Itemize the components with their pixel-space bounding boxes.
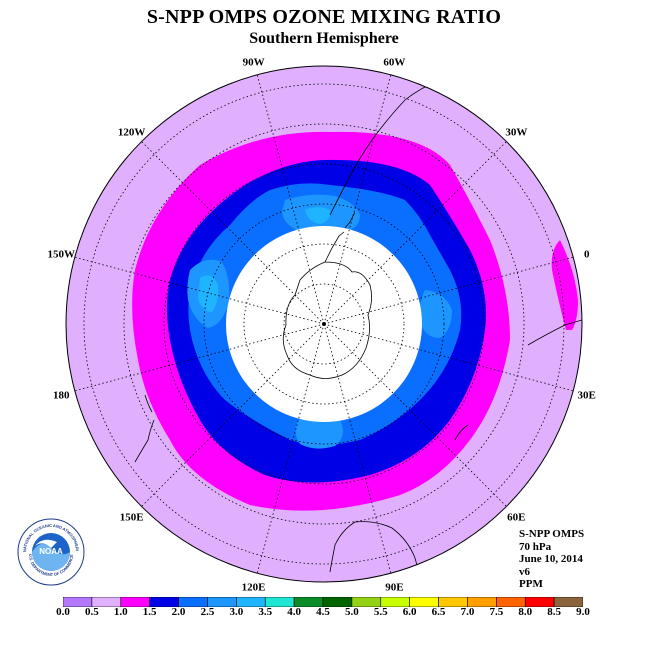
colorbar-tick-label: 8.0 <box>518 606 533 618</box>
latitude-circle <box>243 243 405 405</box>
meridian-line <box>323 323 574 392</box>
longitude-label: 60W <box>383 56 405 68</box>
meridian-line <box>256 74 325 325</box>
info-date: June 10, 2014 <box>519 553 583 565</box>
meridian-line <box>74 323 325 392</box>
colorbar-tick-label: 4.5 <box>316 606 330 618</box>
meridian-line <box>74 256 325 325</box>
band-3.0-3.5-west <box>198 275 219 312</box>
south-pole-marker <box>322 322 326 326</box>
africa-coastline <box>527 319 582 346</box>
colorbar-tick-label: 9.0 <box>576 606 590 618</box>
globe-outline <box>65 65 583 583</box>
longitude-label: 180 <box>53 389 70 401</box>
colorbar-tick-label: 0.5 <box>85 606 99 618</box>
info-instrument: S-NPP OMPS <box>519 528 585 540</box>
colorbar-tick-label: 4.0 <box>287 606 301 618</box>
band-2.5-3.0-east <box>419 290 452 338</box>
meridian-line <box>323 74 392 325</box>
colorbar-tick-label: 3.5 <box>258 606 273 618</box>
chart-title: S-NPP OMPS OZONE MIXING RATIO <box>146 6 502 28</box>
longitude-label: 30W <box>505 127 527 139</box>
longitude-label: 90W <box>243 56 265 68</box>
colorbar-tick-label: 7.5 <box>489 606 504 618</box>
kerguelen-coastline <box>454 424 469 441</box>
colorbar-tick-label: 6.5 <box>431 606 446 618</box>
meridian-line <box>323 323 392 574</box>
latitude-circle <box>203 203 445 445</box>
longitude-label: 120W <box>118 127 146 139</box>
chart-subtitle: Southern Hemisphere <box>249 30 399 47</box>
longitude-labels: 90W 60W 30W 0 30E 60E 90E 120E 150E 180 150W 120W <box>48 56 596 593</box>
info-units: PPM <box>519 578 543 590</box>
logo-bird-icon <box>35 539 57 548</box>
info-level: 70 hPa <box>519 540 552 553</box>
colorbar-tick-label: 5.5 <box>373 606 388 618</box>
longitude-label: 150E <box>120 511 144 523</box>
antarctica-coastline <box>282 231 372 379</box>
colorbar-tick-label: 0.0 <box>56 606 70 618</box>
band-2.5-3.0-south <box>295 416 344 449</box>
longitude-label: 0 <box>584 249 590 261</box>
colorbar-tick-label: 1.0 <box>113 606 128 618</box>
longitude-label: 90E <box>385 582 403 594</box>
meridian-line <box>323 141 507 325</box>
australia-coastline <box>329 521 419 582</box>
meridian-line <box>141 323 325 507</box>
logo-wave <box>32 543 70 571</box>
meridian-line <box>141 141 325 325</box>
meridian-line <box>323 323 507 507</box>
logo-noaa-text: NOAA <box>39 547 63 556</box>
colorbar-swatches <box>63 597 583 607</box>
longitude-label: 60E <box>507 511 525 523</box>
meridian-line <box>323 256 574 325</box>
graticule <box>74 74 574 574</box>
longitude-label: 150W <box>48 249 76 261</box>
colorbar-tick-label: 7.0 <box>460 606 475 618</box>
colorbar <box>63 597 583 607</box>
colorbar-tick-label: 2.5 <box>200 606 215 618</box>
colorbar-tick-label: 2.0 <box>171 606 186 618</box>
latitude-circle <box>123 123 525 525</box>
map-content <box>66 66 582 582</box>
latitude-circle <box>283 283 365 365</box>
info-version: v6 <box>519 565 530 578</box>
south-america-coastline <box>329 79 441 229</box>
noaa-logo: NATIONAL OCEANIC AND ATMOSPHERIC ADMINIS… <box>17 518 85 586</box>
longitude-label: 30E <box>578 389 596 401</box>
meridian-line <box>256 323 325 574</box>
new-zealand-coastline <box>134 394 155 463</box>
info-panel: S-NPP OMPS 70 hPa June 10, 2014 v6 PPM <box>519 528 584 591</box>
longitude-label: 120E <box>242 582 266 594</box>
latitude-circle <box>83 83 565 565</box>
colorbar-swatch <box>553 597 583 607</box>
coastlines <box>134 79 582 582</box>
colorbar-tick-label: 8.5 <box>547 606 561 618</box>
latitude-circle <box>163 163 485 485</box>
colorbar-tick-label: 3.0 <box>229 606 244 618</box>
colorbar-tick-label: 6.0 <box>402 606 417 618</box>
band-3.0-3.5-north <box>305 207 331 224</box>
colorbar-tick-label: 5.0 <box>345 606 359 618</box>
colorbar-tick-label: 1.5 <box>142 606 157 618</box>
band-1.0-1.5-east-edge <box>551 240 578 330</box>
colorbar-tick-labels: 0.0 0.5 1.0 1.5 2.0 2.5 3.0 3.5 4.0 4.5 5.0 5.5 6.0 6… <box>0 606 648 620</box>
